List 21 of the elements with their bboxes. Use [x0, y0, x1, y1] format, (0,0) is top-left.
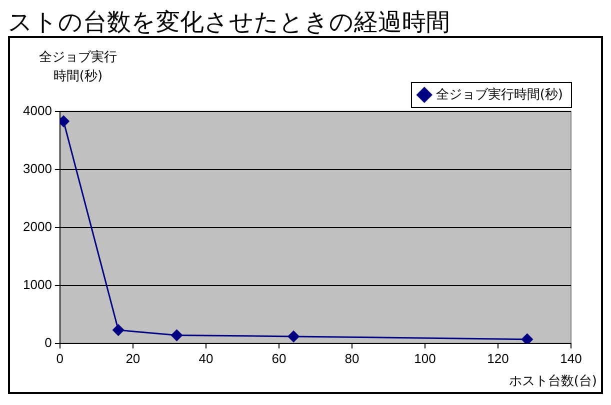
point — [521, 334, 533, 344]
x-tick-label: 140 — [560, 350, 582, 366]
y-tick-label: 4000 — [23, 102, 52, 118]
x-axis-title: ホスト台数(台) — [508, 373, 597, 390]
y-tick-label: 2000 — [23, 218, 52, 234]
y-tick-label: 1000 — [23, 276, 52, 292]
x-tick-label: 20 — [126, 350, 140, 366]
point — [170, 330, 182, 342]
x-tick-label: 80 — [344, 350, 360, 366]
chart-title: ストの台数を変化させたときの経過時間 — [8, 8, 451, 36]
y-tick-label: 3000 — [23, 160, 52, 176]
y-tick-label: 0 — [44, 334, 52, 350]
x-tick-label: 60 — [272, 350, 286, 366]
x-tick-label: 40 — [198, 350, 214, 366]
x-tick-label: 0 — [56, 350, 64, 366]
x-tick-label: 120 — [487, 350, 509, 366]
legend-label: 全ジョブ実行時間(秒) — [436, 86, 564, 102]
point — [112, 324, 124, 336]
y-axis-title: 全ジョブ実行時間(秒) — [38, 49, 118, 86]
point — [288, 330, 300, 342]
x-tick-label: 100 — [414, 350, 436, 366]
